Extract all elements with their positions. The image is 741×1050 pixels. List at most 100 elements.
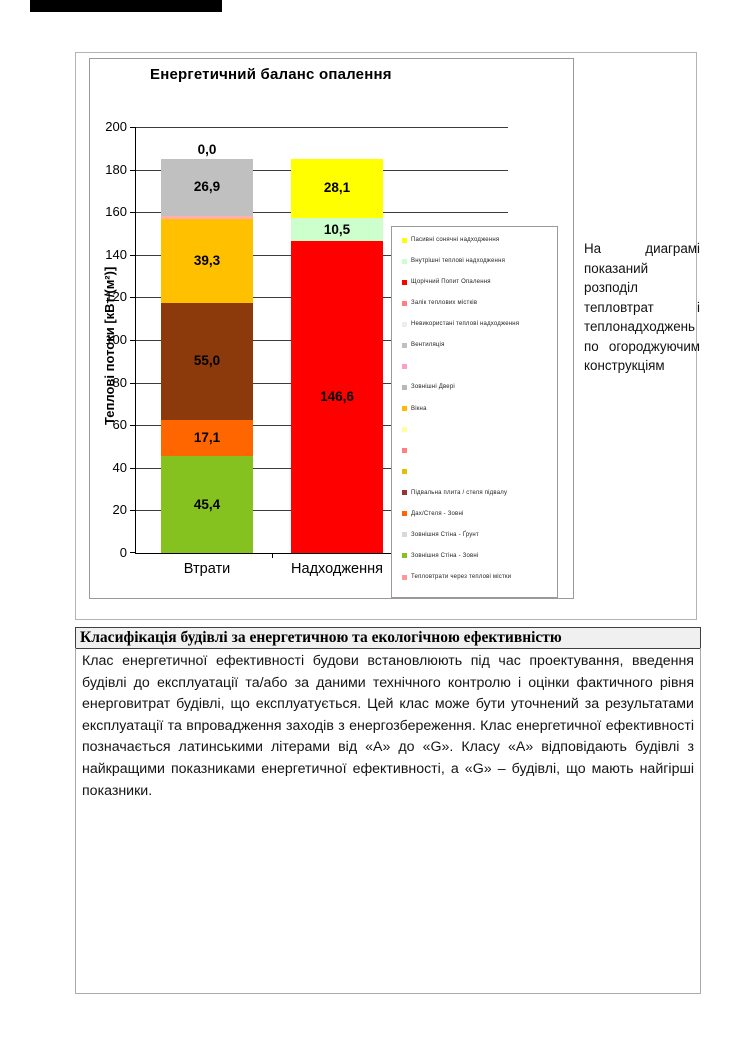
legend-item: Дах/Стеля - Зовні <box>402 510 553 518</box>
legend-item: Зовнішня Стіна - Зовні <box>402 552 553 560</box>
bar-segment <box>161 215 253 220</box>
bar-segment-value: 10,5 <box>323 221 351 237</box>
bar-segment <box>291 240 383 553</box>
legend-item: Щорічний Попит Опалення <box>402 278 553 286</box>
legend-item: Вікна <box>402 405 553 413</box>
bar-segment <box>161 456 253 553</box>
bar-segment-value: 0,0 <box>197 141 217 157</box>
legend-item-label: Вентиляція <box>411 342 445 349</box>
legend-item-label: Зовнішня Стіна - Зовні <box>411 552 479 559</box>
y-tick-label: 200 <box>105 119 127 134</box>
legend-color-swatch <box>402 237 407 243</box>
legend-color-swatch <box>402 384 407 390</box>
classification-section-title: Класифікація будівлі за енергетичною та … <box>75 627 701 649</box>
bar-segment <box>161 158 253 216</box>
legend-color-swatch <box>402 258 407 264</box>
legend-item: Невикористані теплові надходження <box>402 320 553 328</box>
legend-item: Зовнішня Стіна - Ґрунт <box>402 531 553 539</box>
chart-title: Енергетичний баланс опалення <box>150 66 392 83</box>
legend-color-swatch <box>402 574 407 580</box>
y-tick-label: 80 <box>112 374 127 390</box>
legend-item <box>402 447 553 455</box>
legend-item-label: Пасивні сонячні надходження <box>411 237 500 243</box>
y-tick-label: 40 <box>112 459 127 475</box>
top-left-black-bar <box>30 0 222 12</box>
legend-item-label: Зовнішні Двері <box>411 384 455 391</box>
legend-item-label: Підвальна плита / стеля підвалу <box>411 489 508 496</box>
bar-segment <box>161 302 253 420</box>
legend-item <box>402 362 553 370</box>
bar-nadkhodzhennia: 0,0146,610,528,1 <box>291 127 383 553</box>
bar-segment-value: 55,0 <box>193 353 221 369</box>
y-tick-mark <box>130 254 136 256</box>
legend-color-swatch <box>402 469 407 475</box>
y-tick-mark <box>130 340 136 341</box>
bar-segment-value: 45,4 <box>193 496 221 512</box>
y-tick-label: 180 <box>105 161 127 177</box>
y-tick-mark <box>130 552 136 553</box>
y-tick-label: 20 <box>112 502 127 518</box>
legend-item: Підвальна плита / стеля підвалу <box>402 489 553 497</box>
legend-item-label: Вікна <box>411 405 427 412</box>
bar-segment-value: 28,1 <box>323 180 351 196</box>
chart-side-note: На диаграмі показаний розподіл тепловтра… <box>584 241 700 373</box>
legend-item: Пасивні сонячні надходження <box>402 236 553 244</box>
legend-item: Залік теплових містків <box>402 299 553 307</box>
y-tick-label: 140 <box>105 246 127 262</box>
y-tick-mark <box>130 467 136 469</box>
legend-color-swatch <box>402 511 407 517</box>
legend-color-swatch <box>402 363 407 369</box>
x-category-label: Втрати <box>183 561 231 577</box>
bar-segment-value: 26,9 <box>193 179 221 195</box>
y-tick-mark <box>130 382 136 384</box>
legend-item-label: Тепловтрати через теплові містки <box>411 574 512 580</box>
legend-color-swatch <box>402 448 407 454</box>
y-tick-mark <box>130 212 136 214</box>
y-tick-mark <box>130 169 136 171</box>
legend-color-swatch <box>402 532 407 538</box>
legend-item-label: Щорічний Попит Опалення <box>411 279 491 286</box>
chart-legend: Пасивні сонячні надходження Внутрішні теп… <box>391 226 558 598</box>
y-tick-mark <box>130 425 136 427</box>
legend-item: Внутрішні теплові надходження <box>402 257 553 265</box>
legend-item-label: Внутрішні теплові надходження <box>411 258 506 265</box>
legend-item-label: Невикористані теплові надходження <box>411 321 520 328</box>
legend-item <box>402 426 553 434</box>
bar-segment <box>161 419 253 457</box>
x-category-label: Надходження <box>291 561 383 577</box>
bar-vtraty: 0,045,40,017,155,00,039,31,526,90,0 <box>161 127 253 553</box>
y-tick-mark <box>130 297 136 299</box>
y-tick-label: 100 <box>105 332 127 347</box>
legend-item <box>402 468 553 476</box>
legend-color-swatch <box>402 490 407 496</box>
y-tick-label: 60 <box>112 417 127 433</box>
gridline <box>136 127 508 128</box>
y-tick-label: 120 <box>105 289 127 305</box>
bar-segment-value: 39,3 <box>193 252 221 268</box>
legend-item: Тепловтрати через теплові містки <box>402 573 553 581</box>
legend-item-label: Дах/Стеля - Зовні <box>411 510 464 517</box>
classification-section-body: Клас енергетичної ефективності будови вс… <box>75 648 701 994</box>
y-tick-label: 160 <box>105 204 127 220</box>
y-tick-mark <box>130 510 136 512</box>
legend-color-swatch <box>402 321 407 327</box>
bar-segment <box>161 219 253 303</box>
bar-segment <box>291 218 383 241</box>
bar-segment <box>291 158 383 219</box>
plot-area: 0 20 40 60 80 100 120 140 160 180 200 Втрати 0,0 45,4… <box>105 120 508 577</box>
legend-color-swatch <box>402 342 407 348</box>
legend-item-label: Зовнішня Стіна - Ґрунт <box>411 531 479 538</box>
bar-segment-value: 146,6 <box>320 388 354 404</box>
y-tick-label: 0 <box>119 545 127 560</box>
legend-color-swatch <box>402 427 407 433</box>
legend-color-swatch <box>402 406 407 411</box>
legend-color-swatch <box>402 279 407 285</box>
legend-color-swatch <box>402 553 407 559</box>
legend-item: Зовнішні Двері <box>402 383 553 391</box>
bar-segment-value: 17,1 <box>193 430 221 446</box>
legend-item: Вентиляція <box>402 341 553 349</box>
energy-balance-chart-panel: Енергетичний баланс опалення Теплові пот… <box>75 52 700 620</box>
legend-color-swatch <box>402 300 407 306</box>
category-separator-tick <box>272 553 273 558</box>
